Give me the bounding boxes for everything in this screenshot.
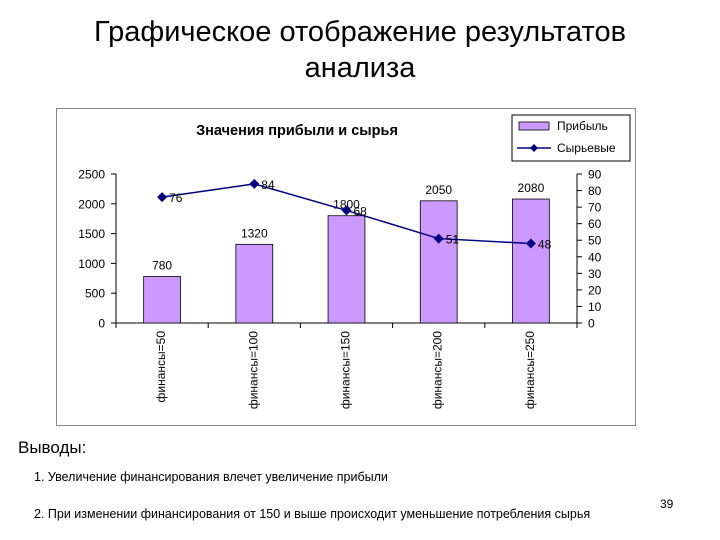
chart-frame: Значения прибыли и сырья Прибыль Сырьевы… (56, 108, 636, 426)
slide-title: Графическое отображение результатов анал… (0, 14, 720, 86)
y-right-tick-label: 0 (588, 317, 595, 331)
bar-value-label: 2050 (425, 183, 452, 197)
y-left-tick-label: 1000 (78, 257, 105, 271)
y-right-tick-label: 10 (588, 300, 602, 314)
bar (327, 215, 366, 324)
line-value-label: 84 (261, 178, 275, 192)
x-tick-label: финансы=50 (154, 331, 168, 403)
x-tick-label: финансы=150 (339, 331, 353, 409)
y-left-tick-label: 1500 (78, 227, 105, 241)
slide-title-line-1: Графическое отображение результатов (94, 16, 626, 48)
y-left-tick-label: 500 (85, 287, 105, 301)
line-value-label: 68 (354, 204, 368, 218)
bar (143, 276, 181, 324)
line-point (157, 192, 168, 203)
bar-value-label: 2080 (518, 181, 545, 195)
y-right-tick-label: 40 (588, 250, 602, 264)
legend-label-raw: Сырьевые (557, 141, 616, 155)
x-tick-label: финансы=200 (431, 331, 445, 409)
y-left-tick-label: 2500 (78, 168, 105, 182)
bar (512, 198, 550, 324)
line-point (341, 205, 352, 216)
x-tick-label: финансы=250 (523, 331, 537, 409)
bar (235, 243, 274, 324)
y-right-tick-label: 60 (588, 217, 602, 231)
bar (419, 200, 458, 324)
conclusion-item-1: 1. Увеличение финансирования влечет увел… (34, 470, 388, 484)
line-point (433, 233, 444, 244)
y-right-tick-label: 50 (588, 234, 602, 248)
line-value-label: 51 (446, 233, 460, 247)
bar-value-label: 780 (152, 259, 172, 273)
y-right-tick-label: 20 (588, 283, 602, 297)
chart-title: Значения прибыли и сырья (196, 123, 398, 139)
slide-title-line-2: анализа (304, 52, 416, 84)
conclusion-item-2: 2. При изменении финансирования от 150 и… (34, 507, 591, 521)
legend-swatch-bar (518, 121, 550, 131)
y-right-tick-label: 30 (588, 267, 602, 281)
line-value-label: 76 (169, 191, 183, 205)
line-point (525, 238, 536, 249)
y-left-tick-label: 0 (98, 317, 105, 331)
x-tick-label: финансы=100 (246, 331, 260, 409)
page-number: 39 (660, 497, 674, 511)
line-point (249, 178, 260, 189)
y-right-tick-label: 80 (588, 184, 602, 198)
legend-marker-icon (530, 144, 538, 152)
chart-axes: 0 500 1000 1500 2000 2500 0 10 20 30 40 50 60 70 80 90 ф… (78, 168, 601, 410)
chart-legend: Прибыль Сырьевые (511, 114, 631, 162)
y-left-tick-label: 2000 (78, 197, 105, 211)
bar-value-label: 1320 (241, 226, 268, 240)
legend-label-profit: Прибыль (557, 119, 608, 133)
y-right-tick-label: 70 (588, 201, 602, 215)
line-value-label: 48 (538, 238, 552, 252)
y-right-tick-label: 90 (588, 168, 602, 182)
combo-chart: Значения прибыли и сырья Прибыль Сырьевы… (78, 114, 631, 410)
conclusions-heading: Выводы: (18, 438, 87, 457)
line-series: 76 84 68 51 48 (157, 178, 552, 252)
